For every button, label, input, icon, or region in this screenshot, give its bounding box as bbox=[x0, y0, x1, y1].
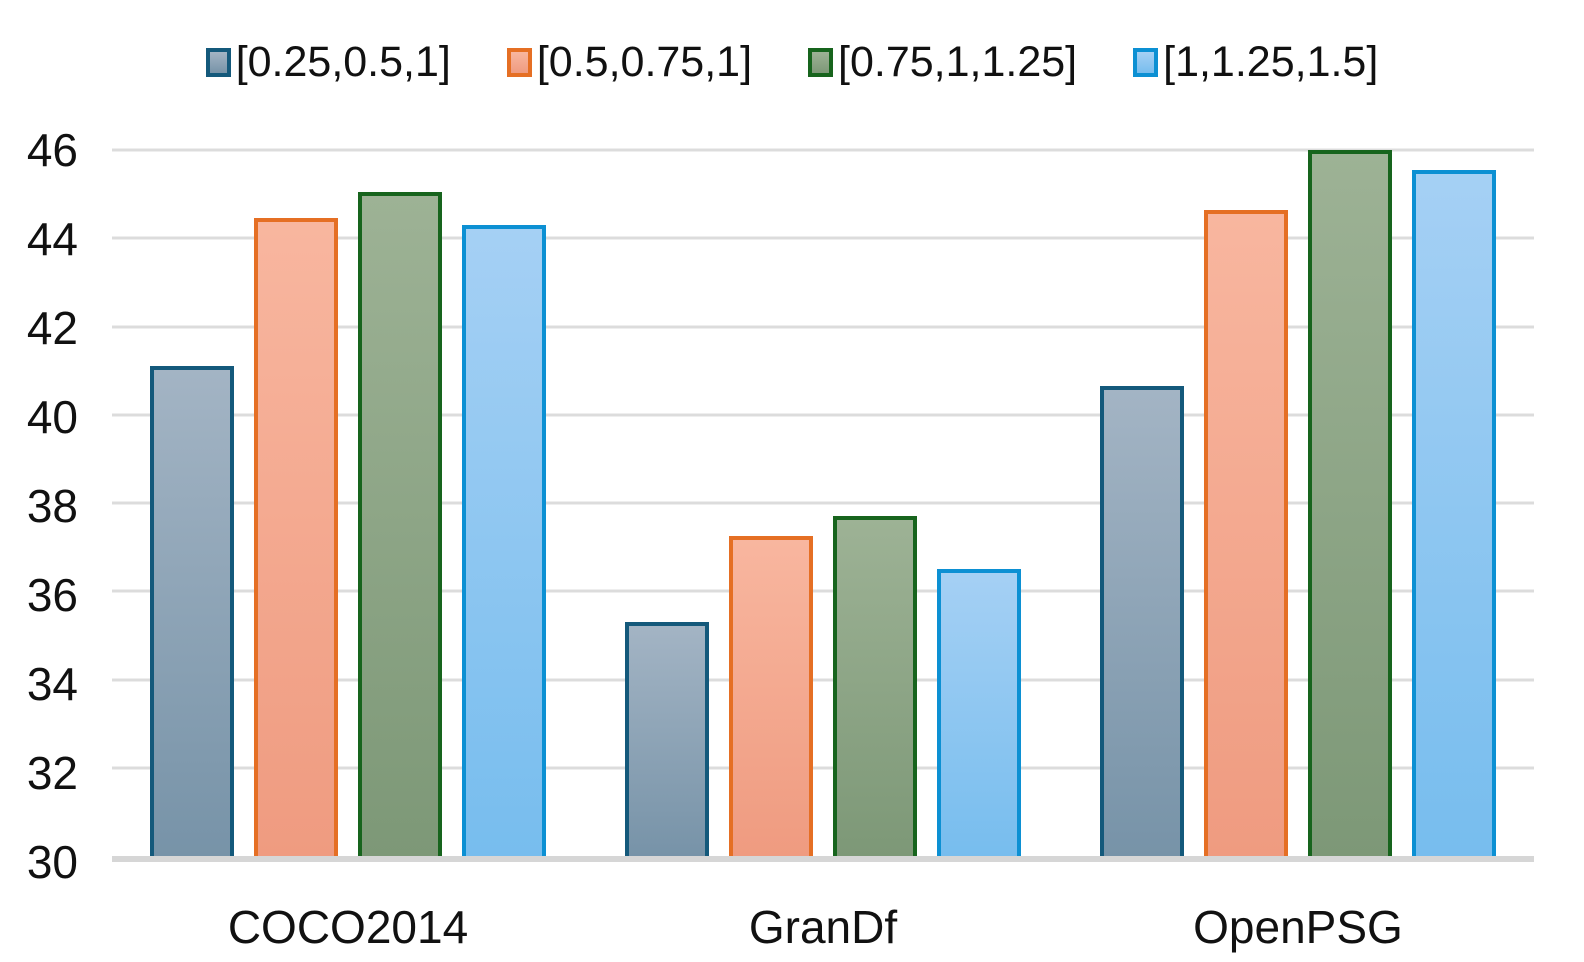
bar-groups: COCO2014 GranDf OpenPSG bbox=[112, 150, 1534, 950]
bar-group-openpsg: OpenPSG bbox=[1100, 150, 1496, 950]
bar-openpsg-series-3 bbox=[1412, 169, 1496, 856]
legend-swatch-icon bbox=[808, 47, 834, 77]
y-axis: 30 32 34 36 38 40 42 44 46 bbox=[0, 127, 78, 885]
chart-legend: [0.25,0.5,1] [0.5,0.75,1] [0.75,1,1.25] [1,… bbox=[0, 36, 1584, 88]
gridline bbox=[112, 236, 1534, 240]
y-axis-tick-label: 44 bbox=[26, 213, 78, 265]
legend-item-2: [0.75,1,1.25] bbox=[808, 37, 1078, 86]
bar-coco2014-series-1 bbox=[254, 218, 338, 856]
y-axis-tick-label: 30 bbox=[26, 836, 78, 888]
y-axis-tick-label: 38 bbox=[26, 480, 78, 532]
y-axis-tick-label: 40 bbox=[26, 391, 78, 443]
bar-openpsg-series-0 bbox=[1100, 386, 1184, 856]
y-axis-tick-label: 46 bbox=[26, 124, 78, 176]
y-axis-tick-label: 36 bbox=[26, 569, 78, 621]
bar-coco2014-series-2 bbox=[358, 191, 442, 856]
bar-grandf-series-1 bbox=[729, 536, 813, 856]
gridline bbox=[112, 766, 1534, 770]
legend-item-0: [0.25,0.5,1] bbox=[205, 37, 451, 86]
legend-swatch-icon bbox=[205, 47, 231, 77]
legend-label: [0.25,0.5,1] bbox=[235, 37, 451, 86]
bar-group-coco2014: COCO2014 bbox=[150, 150, 546, 950]
legend-swatch-icon bbox=[1133, 47, 1159, 77]
gridline bbox=[112, 589, 1534, 593]
plot-area: COCO2014 GranDf OpenPSG bbox=[112, 148, 1534, 950]
y-axis-tick-label: 34 bbox=[26, 658, 78, 710]
legend-label: [1,1.25,1.5] bbox=[1163, 37, 1379, 86]
category-label-openpsg: OpenPSG bbox=[1193, 901, 1403, 953]
legend-label: [0.5,0.75,1] bbox=[536, 37, 753, 86]
bar-openpsg-series-2 bbox=[1308, 150, 1392, 856]
category-label-grandf: GranDf bbox=[748, 901, 898, 953]
bar-coco2014-series-0 bbox=[150, 366, 234, 856]
bar-grandf-series-2 bbox=[833, 516, 917, 856]
legend-swatch-icon bbox=[506, 47, 532, 77]
y-axis-tick-label: 32 bbox=[26, 747, 78, 799]
legend-item-3: [1,1.25,1.5] bbox=[1133, 37, 1379, 86]
legend-label: [0.75,1,1.25] bbox=[838, 37, 1078, 86]
legend-item-1: [0.5,0.75,1] bbox=[506, 37, 753, 86]
bar-grandf-series-0 bbox=[625, 622, 709, 856]
category-label-coco2014: COCO2014 bbox=[227, 901, 469, 953]
bar-grandf-series-3 bbox=[937, 569, 1021, 856]
gridline bbox=[112, 325, 1534, 328]
gridline bbox=[112, 678, 1534, 681]
gridline bbox=[112, 148, 1534, 152]
bar-openpsg-series-1 bbox=[1204, 209, 1288, 856]
bar-coco2014-series-3 bbox=[462, 225, 546, 856]
gridline bbox=[112, 501, 1534, 505]
y-axis-tick-label: 42 bbox=[26, 302, 78, 354]
bar-group-grandf: GranDf bbox=[625, 150, 1021, 950]
gridline bbox=[112, 413, 1534, 417]
